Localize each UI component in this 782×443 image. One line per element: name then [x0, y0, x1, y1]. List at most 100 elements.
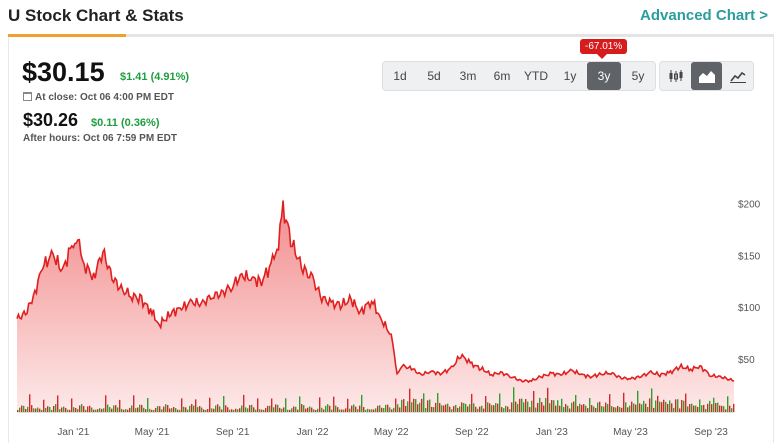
volume-bar [309, 406, 311, 412]
volume-bar [203, 409, 205, 412]
volume-bar [173, 406, 175, 412]
candlestick-button[interactable] [660, 62, 691, 90]
volume-bar [561, 398, 563, 412]
volume-bar [399, 407, 401, 412]
volume-bar [541, 402, 543, 412]
volume-bar [199, 406, 201, 412]
volume-bar [303, 405, 305, 412]
volume-bar [21, 405, 23, 412]
volume-bar [577, 406, 579, 412]
volume-bar [471, 393, 473, 412]
volume-bar [509, 408, 511, 412]
volume-bar [685, 393, 687, 412]
range-5d[interactable]: 5d [427, 69, 441, 83]
volume-bar [597, 402, 599, 412]
range-ytd[interactable]: YTD [524, 69, 548, 83]
volume-bar [227, 407, 229, 412]
volume-bar [677, 399, 679, 412]
volume-bar [637, 390, 639, 412]
volume-bar [217, 404, 219, 412]
range-3y[interactable]: 3y [587, 62, 621, 90]
volume-bar [475, 406, 477, 412]
volume-bar [631, 401, 633, 412]
volume-bar [581, 404, 583, 412]
volume-bar [105, 395, 107, 412]
y-tick-label: $50 [738, 355, 755, 366]
volume-bar [671, 403, 673, 412]
volume-bar [611, 406, 613, 412]
volume-bar [501, 407, 503, 412]
volume-bar [691, 403, 693, 412]
volume-bar [641, 404, 643, 412]
volume-bar [23, 405, 25, 412]
advanced-chart-link[interactable]: Advanced Chart > [640, 7, 768, 24]
close-time: At close: Oct 06 4:00 PM EDT [23, 92, 174, 103]
volume-bar [327, 404, 329, 412]
volume-bar [133, 395, 135, 412]
candlestick-icon [669, 70, 682, 82]
volume-bar [629, 405, 631, 412]
volume-bar [725, 409, 727, 412]
volume-bar [165, 404, 167, 412]
volume-bar [729, 405, 731, 412]
chart-type-selector [659, 61, 754, 91]
volume-bar [519, 398, 521, 412]
volume-bar [43, 399, 45, 412]
volume-bar [27, 406, 29, 412]
volume-bar [531, 400, 533, 412]
volume-bar [567, 405, 569, 412]
range-selector: 1d 5d 3m 6m YTD 1y 3y 5y [382, 61, 656, 91]
range-1d[interactable]: 1d [393, 69, 407, 83]
volume-bar [247, 408, 249, 412]
volume-bar [283, 407, 285, 412]
volume-bar [323, 409, 325, 412]
volume-bar [623, 392, 625, 412]
volume-bar [109, 407, 111, 412]
volume-bar [599, 401, 601, 412]
range-6m[interactable]: 6m [493, 69, 511, 83]
volume-bar [709, 400, 711, 412]
volume-bar [325, 405, 327, 412]
volume-bar [713, 397, 715, 412]
volume-bar [273, 407, 275, 412]
volume-bar [147, 397, 149, 412]
volume-bar [121, 408, 123, 412]
volume-bar [375, 408, 377, 412]
volume-bar [437, 393, 439, 412]
range-1y[interactable]: 1y [563, 69, 577, 83]
volume-bar [497, 403, 499, 412]
volume-bar [427, 400, 429, 412]
volume-bar [111, 408, 113, 412]
volume-bar [565, 404, 567, 412]
volume-bar [19, 407, 21, 412]
volume-bar [403, 399, 405, 412]
volume-bar [589, 397, 591, 412]
volume-bar [407, 401, 409, 412]
range-return-badge: -67.01% [580, 39, 628, 59]
volume-bar [601, 406, 603, 412]
volume-bar [705, 408, 707, 412]
volume-bar [383, 408, 385, 412]
volume-bar [367, 408, 369, 412]
range-3m[interactable]: 3m [459, 69, 477, 83]
line-chart-button[interactable] [722, 62, 753, 90]
volume-bar [101, 408, 103, 412]
volume-bar [289, 409, 291, 412]
volume-bar [297, 409, 299, 412]
range-5y[interactable]: 5y [631, 69, 645, 83]
area-chart-button[interactable] [691, 62, 722, 90]
volume-bar [477, 408, 479, 412]
price-change: $1.41 (4.91%) [120, 71, 190, 83]
volume-bar [99, 408, 101, 412]
volume-bar [711, 404, 713, 412]
volume-bar [457, 407, 459, 412]
x-tick-label: Jan '22 [297, 427, 329, 438]
volume-bar [717, 402, 719, 412]
volume-bar [673, 407, 675, 412]
volume-bar [559, 405, 561, 412]
volume-bar [355, 406, 357, 412]
volume-bar [347, 398, 349, 412]
volume-bar [459, 406, 461, 412]
volume-bar [555, 405, 557, 412]
